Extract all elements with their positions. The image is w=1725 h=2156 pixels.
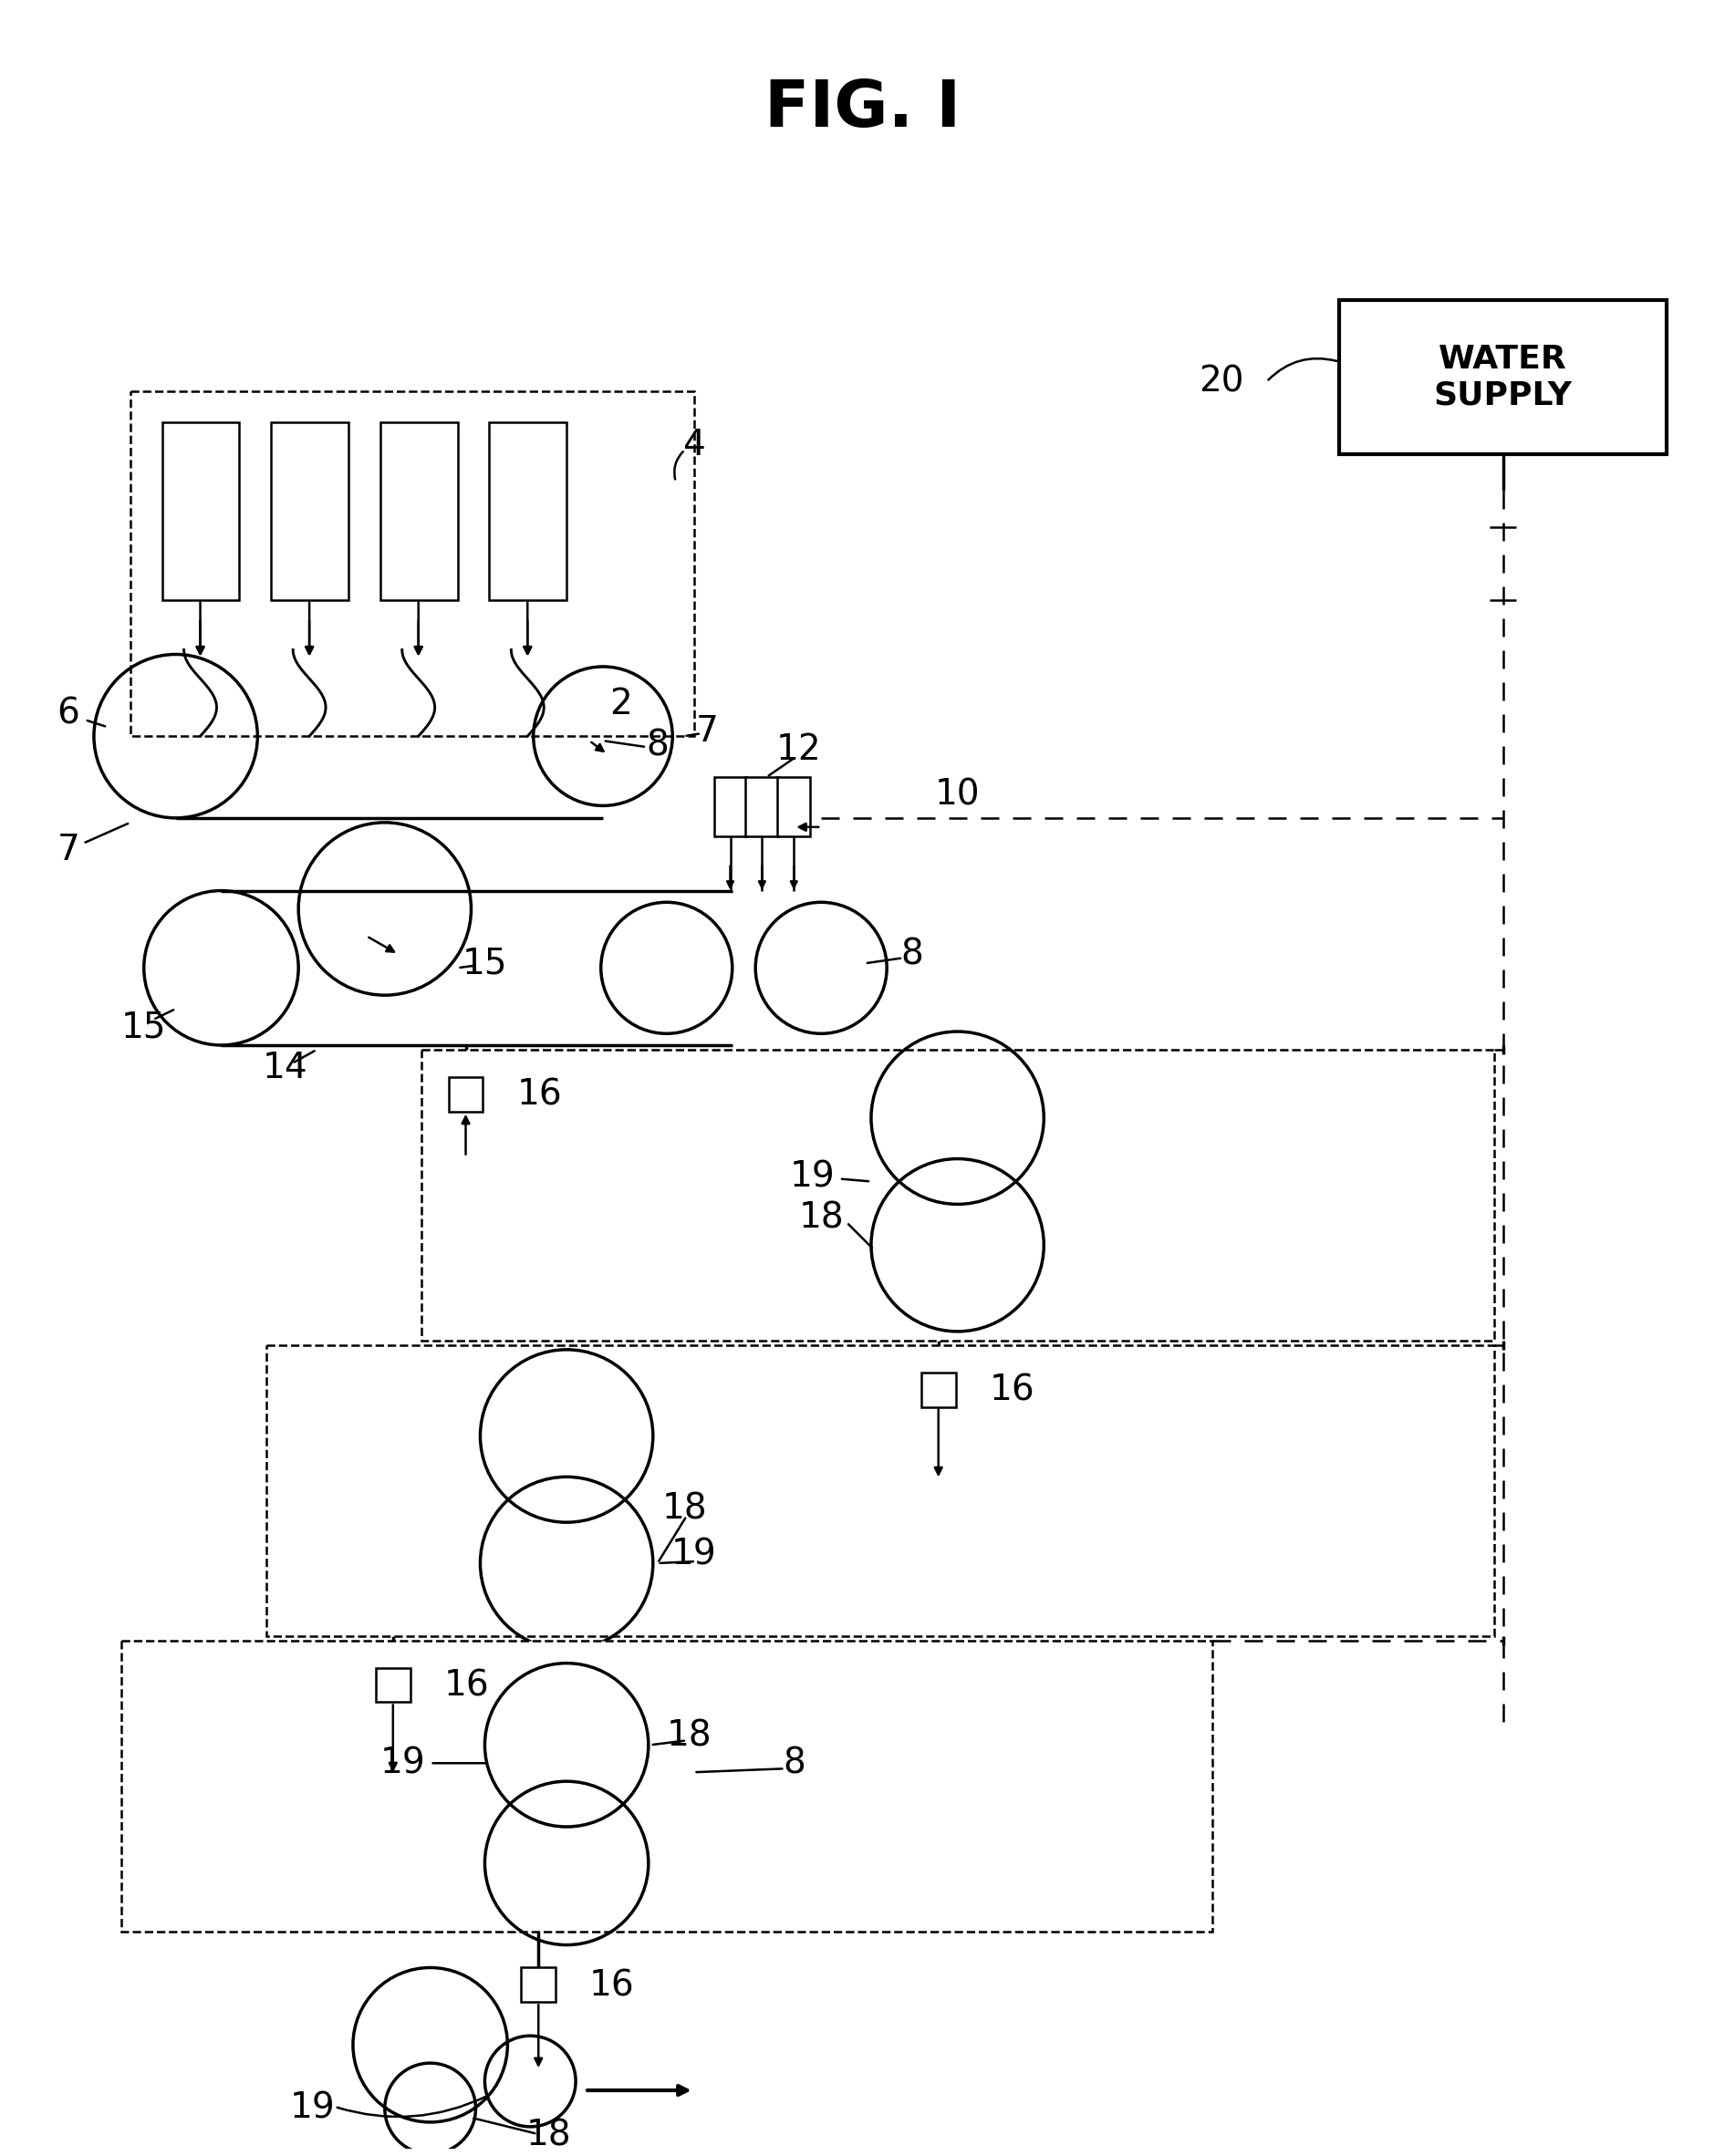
Text: WATER
SUPPLY: WATER SUPPLY: [1433, 343, 1571, 410]
Text: 14: 14: [262, 1050, 307, 1084]
Text: 15: 15: [121, 1009, 167, 1044]
Text: 6: 6: [57, 696, 79, 731]
Text: 16: 16: [443, 1669, 490, 1703]
Text: 19: 19: [290, 2091, 335, 2126]
Text: 7: 7: [57, 832, 79, 867]
Text: FIG. I: FIG. I: [764, 78, 961, 140]
Text: 19: 19: [671, 1537, 716, 1572]
Text: 4: 4: [683, 429, 706, 464]
Text: 8: 8: [647, 729, 669, 763]
Bar: [162, 423, 240, 599]
Bar: [778, 776, 811, 837]
Text: 12: 12: [776, 733, 821, 768]
Text: 16: 16: [590, 1968, 635, 2003]
Bar: [745, 776, 778, 837]
Bar: [121, 1641, 1213, 1932]
Text: 15: 15: [462, 946, 507, 981]
Text: 18: 18: [666, 1718, 712, 1753]
Bar: [714, 776, 747, 837]
Text: 16: 16: [990, 1373, 1035, 1408]
Bar: [271, 423, 348, 599]
Bar: [521, 1968, 555, 2003]
Bar: [267, 1345, 1494, 1636]
Text: 18: 18: [799, 1201, 844, 1235]
Bar: [921, 1373, 956, 1408]
Text: 7: 7: [697, 714, 719, 748]
Bar: [448, 1078, 483, 1112]
Text: 20: 20: [1199, 364, 1244, 399]
Text: 19: 19: [379, 1746, 426, 1781]
Text: 18: 18: [526, 2119, 571, 2154]
Text: 10: 10: [935, 778, 980, 813]
Bar: [379, 423, 457, 599]
Text: 19: 19: [790, 1160, 835, 1194]
Bar: [1339, 300, 1666, 455]
Text: 18: 18: [662, 1492, 707, 1526]
Text: 8: 8: [783, 1746, 806, 1781]
Text: 8: 8: [900, 938, 923, 972]
Text: 2: 2: [611, 688, 633, 722]
Text: 16: 16: [517, 1078, 562, 1112]
Bar: [421, 1050, 1494, 1341]
Bar: [490, 423, 566, 599]
Bar: [131, 390, 693, 735]
Bar: [376, 1669, 411, 1703]
